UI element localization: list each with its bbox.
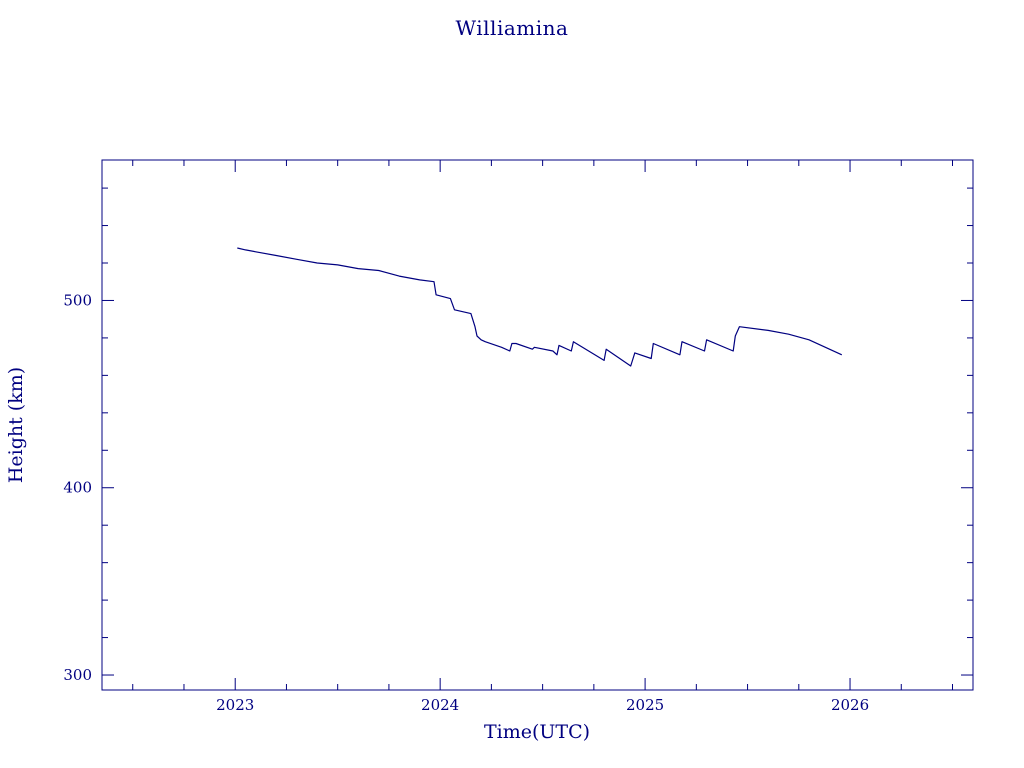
plot-frame	[101, 159, 974, 691]
x-tick-label: 2024	[421, 696, 459, 714]
axis-ticks	[102, 160, 973, 690]
x-axis-title: Time(UTC)	[484, 721, 590, 743]
x-tick-label: 2026	[831, 696, 869, 714]
chart-title: Williamina	[455, 16, 569, 40]
height-series-line	[237, 247, 843, 367]
tick-labels: 2023 2024 2025 2026 300 400 500	[63, 291, 869, 714]
x-tick-label: 2023	[216, 696, 254, 714]
y-tick-label: 300	[63, 666, 92, 684]
x-tick-label: 2025	[626, 696, 664, 714]
y-axis-title: Height (km)	[5, 367, 27, 483]
y-tick-label: 500	[63, 291, 92, 309]
y-tick-label: 400	[63, 479, 92, 497]
